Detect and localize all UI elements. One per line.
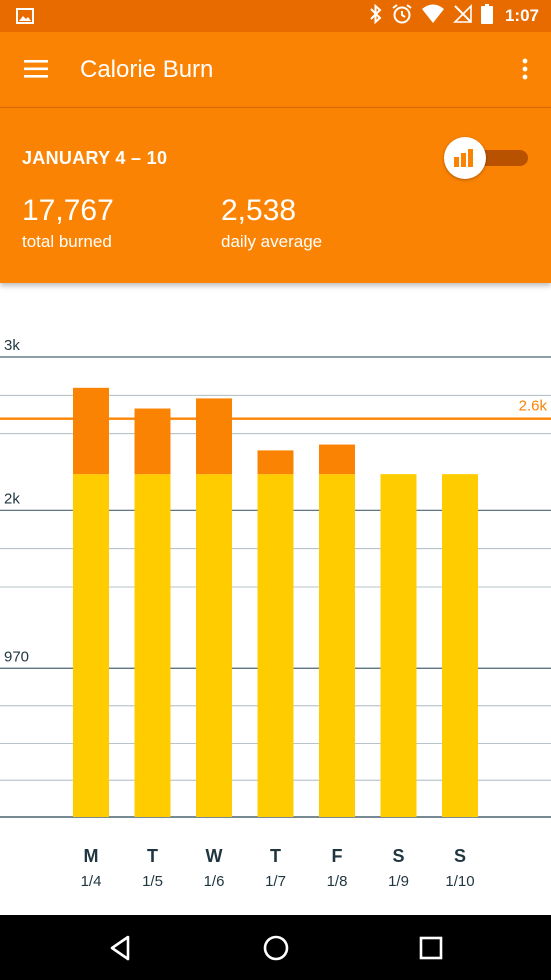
menu-button[interactable] <box>20 54 54 84</box>
y-tick-label: 970 <box>4 648 29 665</box>
total-burned-label: total burned <box>22 232 112 251</box>
status-time: 1:07 <box>504 6 539 25</box>
more-options-button[interactable] <box>517 54 533 84</box>
menu-icon <box>24 60 48 78</box>
bar-base <box>442 474 478 817</box>
daily-average-label: daily average <box>221 232 323 251</box>
bar-excess <box>257 450 294 475</box>
bar-excess <box>196 398 232 475</box>
x-tick-date: 1/10 <box>445 873 474 890</box>
summary-card: JANUARY 4 – 10 17,767 total burned 2,538… <box>0 108 551 283</box>
x-tick-date: 1/7 <box>265 873 286 890</box>
x-tick-date: 1/9 <box>388 873 409 890</box>
x-tick-date: 1/4 <box>81 873 102 890</box>
y-tick-label: 3k <box>4 337 20 354</box>
bar-excess <box>319 444 355 475</box>
toolbar-divider <box>0 107 551 108</box>
page-title: Calorie Burn <box>80 56 214 83</box>
bar-base <box>73 474 109 817</box>
home-icon <box>263 935 289 961</box>
total-burned-stat: 17,767 total burned <box>22 194 114 252</box>
y-tick-label: 2k <box>4 490 20 507</box>
average-reference-label: 2.6k <box>519 398 548 415</box>
bar-excess <box>73 387 109 475</box>
app-toolbar: Calorie Burn <box>0 32 551 107</box>
image-icon <box>16 8 34 29</box>
x-tick-date: 1/8 <box>327 873 348 890</box>
toggle-knob[interactable] <box>444 137 486 179</box>
status-bar: 1:07 <box>0 0 551 32</box>
total-burned-value: 17,767 <box>22 194 114 227</box>
daily-average-value: 2,538 <box>221 194 297 227</box>
x-tick-date: 1/6 <box>204 873 225 890</box>
more-vert-icon <box>522 58 528 80</box>
bar-base <box>319 474 355 817</box>
x-tick-day: S <box>454 846 466 866</box>
x-tick-day: T <box>147 846 158 866</box>
calorie-bar-chart: 3k 2k 970 M 1/4 T 1/5 W 1/6 T 1/7 F 1/8 S 1/9 S 1/10 2.6k <box>0 337 551 890</box>
bar-base <box>380 474 417 817</box>
bluetooth-icon <box>369 3 383 29</box>
back-icon <box>110 935 130 961</box>
wifi-icon <box>421 4 445 29</box>
battery-icon <box>480 3 493 29</box>
recents-icon <box>419 936 443 960</box>
date-range: JANUARY 4 – 10 <box>22 148 168 168</box>
bar-base <box>257 474 294 817</box>
x-tick-day: S <box>392 846 404 866</box>
home-button[interactable] <box>261 933 291 963</box>
x-tick-day: F <box>332 846 343 866</box>
x-tick-day: M <box>84 846 99 866</box>
x-tick-day: T <box>270 846 281 866</box>
status-icons: 1:07 <box>369 0 539 32</box>
daily-average-stat: 2,538 daily average <box>221 194 322 252</box>
view-toggle[interactable] <box>444 136 528 180</box>
system-nav-bar <box>0 915 551 980</box>
no-signal-icon <box>453 3 473 29</box>
x-tick-day: W <box>206 846 223 866</box>
recents-button[interactable] <box>416 933 446 963</box>
bar-base <box>134 474 171 817</box>
bar-base <box>196 474 232 817</box>
x-tick-date: 1/5 <box>142 873 163 890</box>
back-button[interactable] <box>106 933 136 963</box>
alarm-icon <box>391 3 413 30</box>
toggle-track <box>476 150 528 166</box>
bar-chart-icon <box>454 149 473 167</box>
calorie-chart: 3k 2k 970 M 1/4 T 1/5 W 1/6 T 1/7 F 1/8 S 1/9 S 1/10 2.6k <box>0 283 551 915</box>
